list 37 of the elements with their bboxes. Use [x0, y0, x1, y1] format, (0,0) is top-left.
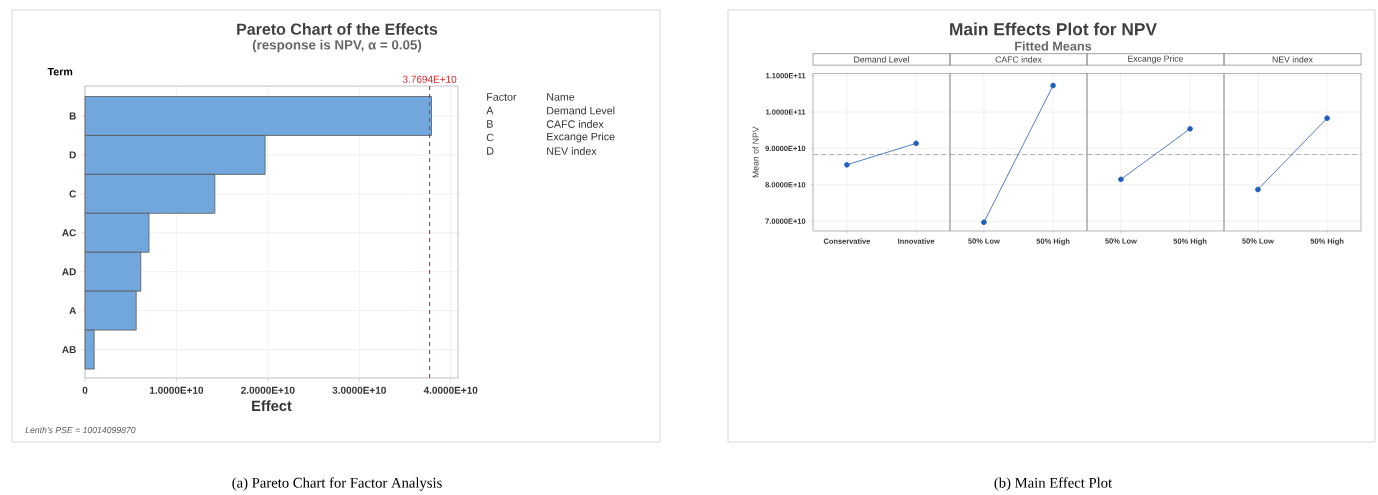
chart-subtitle: (response is NPV, α = 0.05) — [252, 39, 422, 53]
chart-title: NEV index — [1272, 56, 1313, 63]
ref-line-label: 3.7694E+10 — [402, 75, 457, 83]
y-axis-title: Mean of NPV — [752, 126, 759, 178]
y-tick-label: AB — [62, 346, 76, 354]
chart-title: Demand Level — [854, 56, 909, 63]
text: C — [486, 133, 494, 142]
text: NEV index — [547, 147, 597, 155]
text: A — [486, 106, 494, 115]
x-axis-title: Effect — [252, 400, 292, 412]
x-tick-label: 0 — [82, 386, 88, 394]
text: CAFC index — [546, 120, 604, 128]
y-tick-label: C — [69, 190, 77, 198]
text: (b) Main Effect Plot — [994, 477, 1113, 491]
text: (a) Pareto Chart for Factor Analysis — [232, 477, 442, 491]
y-tick-label: AC — [62, 229, 77, 237]
x-tick-label: 4.0000E+10 — [423, 386, 478, 394]
text: Excange Price — [547, 132, 615, 143]
text: Lenth's PSE = 10014099870 — [25, 426, 136, 434]
y-axis-title: Term — [47, 68, 73, 76]
text: Fitted Means — [1015, 41, 1092, 51]
text: B — [487, 120, 493, 128]
y-tick-label: AD — [62, 268, 76, 276]
y-tick-label: A — [69, 307, 77, 315]
chart-title: CAFC index — [995, 56, 1042, 63]
x-tick-label: 1.0000E+10 — [149, 386, 204, 394]
chart-title: Excange Price — [1128, 55, 1184, 64]
text: D — [487, 147, 494, 155]
text: Main Effects Plot for NPV — [950, 22, 1157, 36]
text: Demand Level — [547, 106, 615, 115]
x-tick-label: 2.0000E+10 — [241, 386, 295, 394]
y-tick-label: D — [69, 151, 76, 159]
text: Factor — [487, 93, 517, 101]
x-tick-label: 3.0000E+10 — [332, 386, 386, 394]
y-tick-label: B — [69, 112, 76, 120]
text: Name — [547, 93, 575, 101]
chart-title: Pareto Chart of the Effects — [237, 23, 438, 35]
